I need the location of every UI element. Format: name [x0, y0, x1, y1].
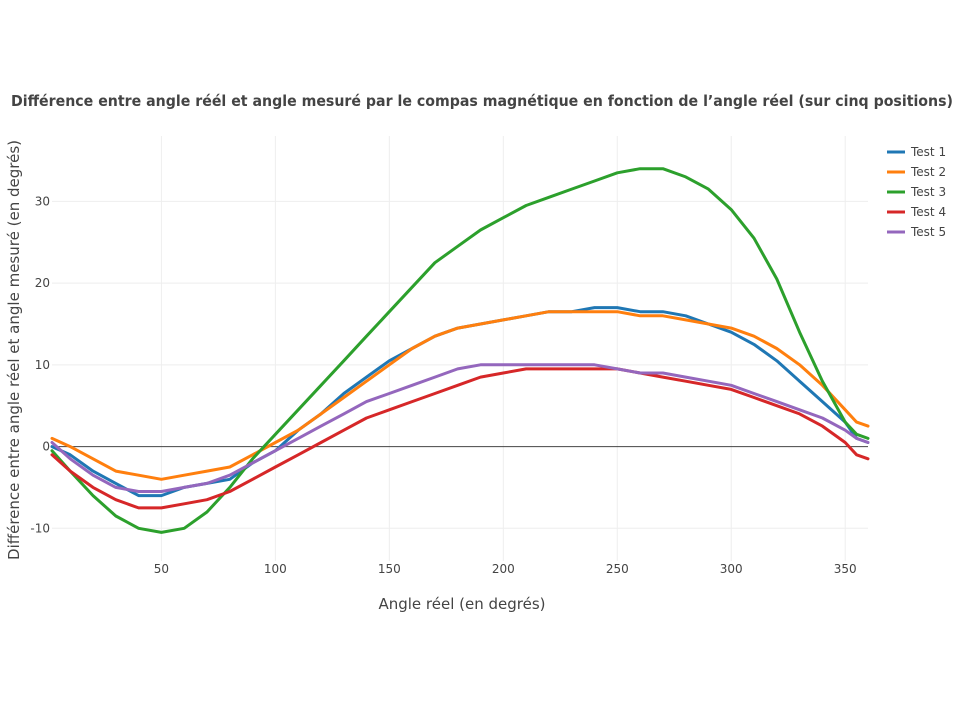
chart-title: Différence entre angle réél et angle mes…: [11, 92, 953, 110]
y-tick-label: -10: [30, 521, 50, 535]
series-line-test-4: [50, 367, 870, 510]
y-tick-label: 30: [35, 194, 50, 208]
y-tick-label: 20: [35, 276, 50, 290]
grid: [52, 136, 868, 561]
legend-label: Test 5: [910, 225, 946, 239]
series-lines: [50, 167, 870, 534]
y-axis-ticks: -10 0 10 20 30: [30, 194, 50, 535]
legend-label: Test 3: [910, 185, 946, 199]
x-tick-label: 200: [492, 562, 515, 576]
series-line-test-2: [50, 310, 870, 481]
legend-label: Test 1: [910, 145, 946, 159]
x-axis-title: Angle réel (en degrés): [378, 595, 545, 613]
y-tick-label: 0: [42, 440, 50, 454]
x-tick-label: 250: [606, 562, 629, 576]
legend-item[interactable]: Test 2: [887, 165, 946, 179]
legend-item[interactable]: Test 4: [887, 205, 946, 219]
series-line-test-1: [50, 306, 870, 498]
y-tick-label: 10: [35, 358, 50, 372]
legend-item[interactable]: Test 1: [887, 145, 946, 159]
x-tick-label: 300: [720, 562, 743, 576]
y-axis-title: Différence entre angle réel et angle mes…: [5, 140, 23, 560]
legend-item[interactable]: Test 3: [887, 185, 946, 199]
series-line-test-5: [50, 363, 870, 493]
legend-item[interactable]: Test 5: [887, 225, 946, 239]
x-tick-label: 150: [378, 562, 401, 576]
legend-label: Test 4: [910, 205, 946, 219]
series-line-test-3: [50, 167, 870, 534]
x-tick-label: 100: [264, 562, 287, 576]
legend[interactable]: Test 1 Test 2 Test 3 Test 4 Test 5: [887, 145, 946, 239]
x-tick-label: 350: [834, 562, 857, 576]
legend-label: Test 2: [910, 165, 946, 179]
x-axis-ticks: 50 100 150 200 250 300 350: [154, 562, 857, 576]
x-tick-label: 50: [154, 562, 169, 576]
